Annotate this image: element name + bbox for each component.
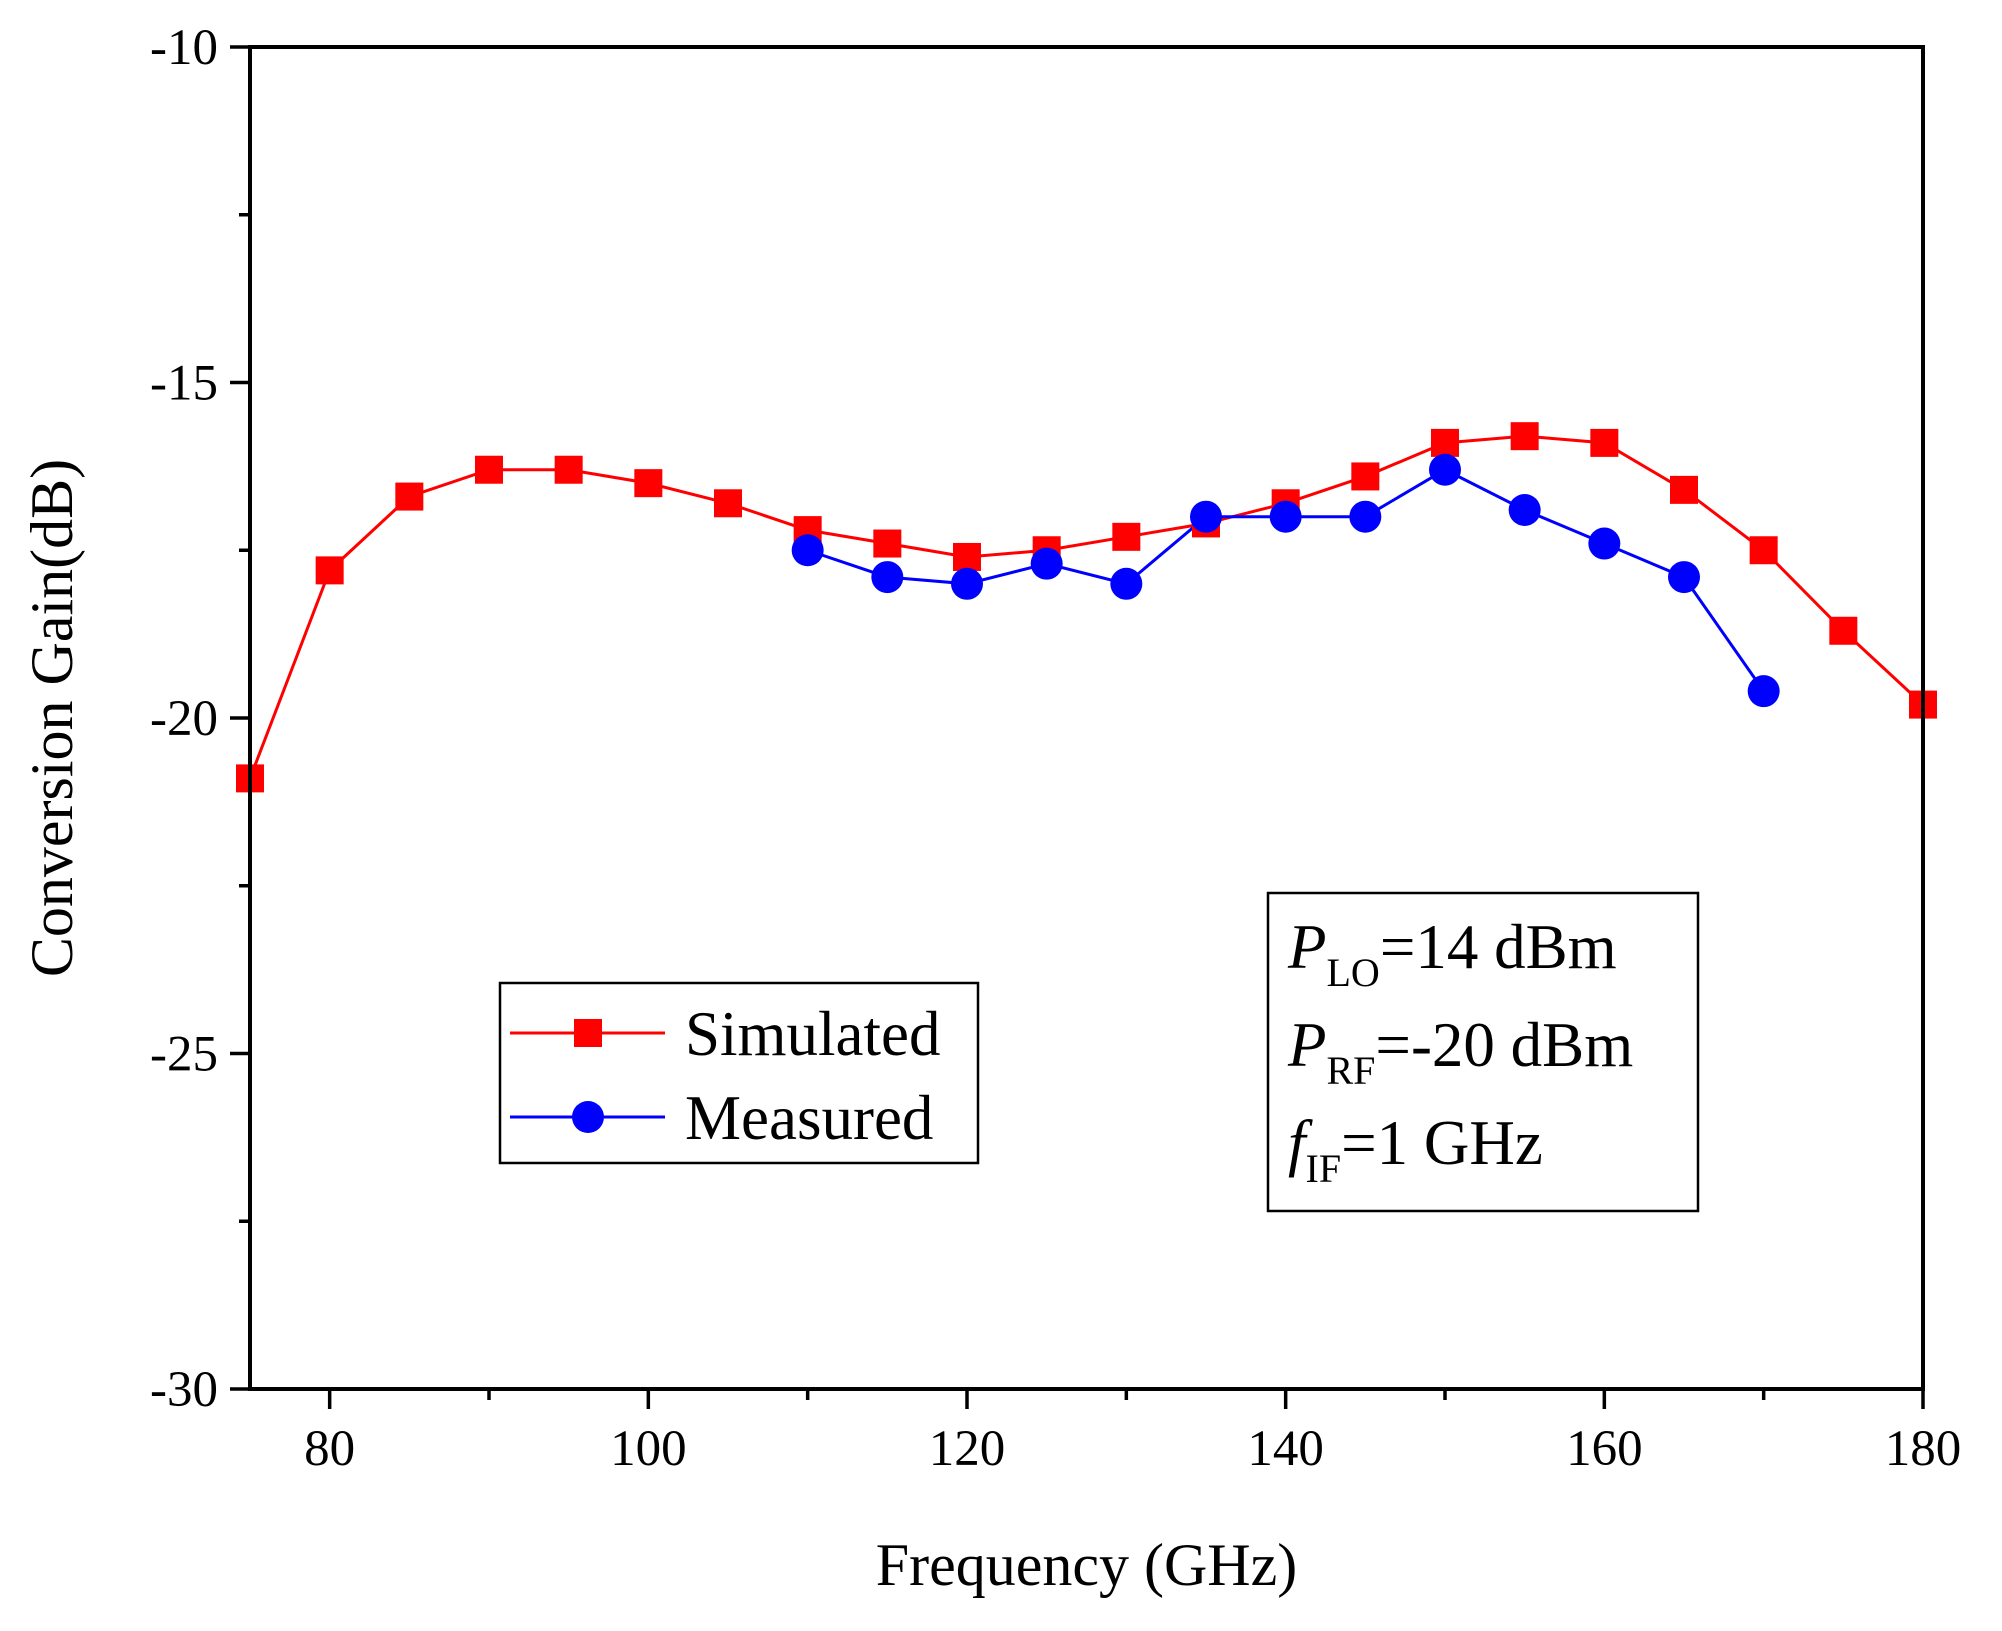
x-tick-label: 140 xyxy=(1247,1421,1324,1477)
annotation-frame xyxy=(1266,891,1700,1213)
y-tick-label: -20 xyxy=(150,691,218,747)
simulated-data-point xyxy=(1431,428,1459,457)
simulated-data-point xyxy=(1670,475,1698,504)
measured-data-point xyxy=(1668,561,1700,594)
annotation-line: PRF=-20 dBm xyxy=(1287,1010,1633,1093)
measured-legend-marker xyxy=(572,1101,604,1133)
annotation-line: PLO=14 dBm xyxy=(1287,912,1617,995)
measured-data-point xyxy=(1349,500,1382,533)
series-markers xyxy=(236,422,1937,793)
measured-data-point xyxy=(1190,500,1222,533)
x-tick-label: 80 xyxy=(304,1421,355,1477)
axis-tick-labels: 80 100 120 140 160 180 -30 -25 -20 -15 -10 xyxy=(150,20,1961,1477)
y-tick-label: -30 xyxy=(150,1362,218,1418)
x-tick-label: 100 xyxy=(610,1421,687,1477)
simulated-data-point xyxy=(475,455,503,484)
measured-data-point xyxy=(1269,500,1302,533)
simulated-legend-marker xyxy=(574,1019,602,1047)
x-tick-label: 180 xyxy=(1885,1421,1962,1477)
simulated-data-point xyxy=(714,489,742,518)
measured-data-point xyxy=(871,561,904,594)
annotation-line: fIF=1 GHz xyxy=(1288,1108,1543,1191)
x-tick-label: 160 xyxy=(1566,1421,1643,1477)
measured-legend-label: Measured xyxy=(685,1083,933,1153)
simulated-legend-label: Simulated xyxy=(685,999,940,1069)
simulated-data-point xyxy=(1112,522,1141,551)
measured-data-point xyxy=(951,567,983,600)
measured-data-point xyxy=(1030,547,1063,580)
simulated-data-point xyxy=(1829,616,1858,645)
legend: Simulated Measured xyxy=(498,981,980,1165)
legend-box xyxy=(498,981,980,1165)
simulated-data-point xyxy=(873,529,902,558)
annotation-box: PLO=14 dBm PRF=-20 dBm fIF=1 GHz xyxy=(1266,891,1700,1213)
simulated-data-point xyxy=(395,482,424,511)
simulated-data-point xyxy=(554,455,583,484)
x-tick-label: 120 xyxy=(929,1421,1006,1477)
measured-data-point xyxy=(1588,527,1621,560)
measured-data-point xyxy=(1747,675,1780,708)
simulated-data-point xyxy=(634,469,663,498)
y-tick-label: -10 xyxy=(150,20,218,76)
y-tick-label: -25 xyxy=(150,1027,218,1083)
x-axis-title: Frequency (GHz) xyxy=(876,1532,1298,1598)
measured-data-point xyxy=(1429,453,1461,486)
y-tick-label: -15 xyxy=(150,356,218,412)
simulated-data-point xyxy=(315,556,344,585)
y-axis-title: Conversion Gain(dB) xyxy=(19,459,85,977)
simulated-data-point xyxy=(953,542,981,571)
axis-ticks xyxy=(230,45,1925,1409)
simulated-data-point xyxy=(1590,428,1619,457)
simulated-data-point xyxy=(1351,462,1380,491)
measured-data-point xyxy=(1508,493,1541,526)
simulated-data-point xyxy=(1749,536,1778,565)
simulated-data-point xyxy=(1510,422,1539,451)
measured-data-point xyxy=(1110,567,1143,600)
measured-data-point xyxy=(791,534,824,567)
simulated-series-line xyxy=(248,434,1925,779)
